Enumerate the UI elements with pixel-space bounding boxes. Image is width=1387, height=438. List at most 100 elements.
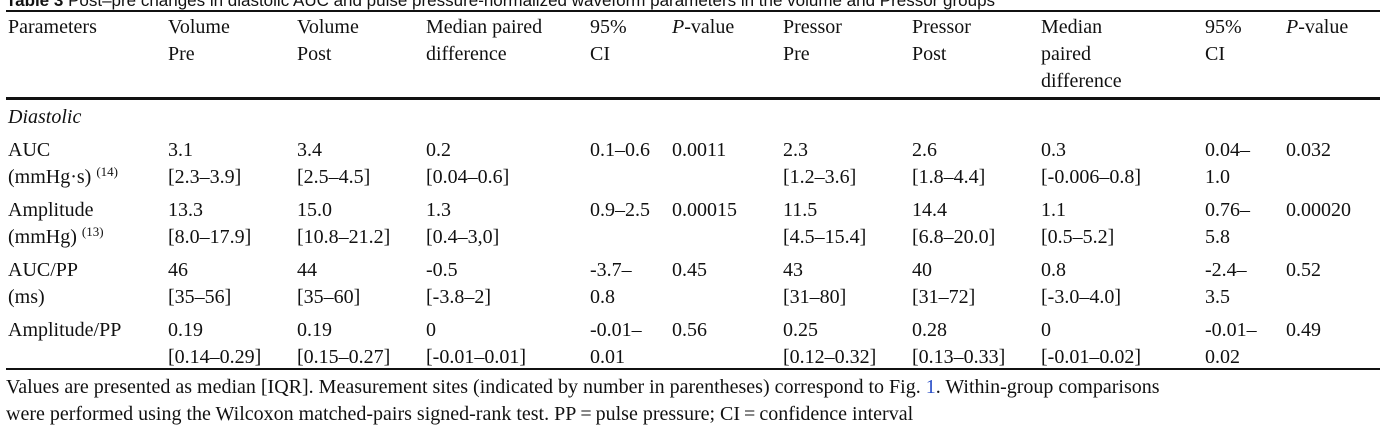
column-header: P-value: [672, 16, 735, 38]
table-cell: 14.4: [912, 199, 947, 221]
table-cell: 2.6: [912, 139, 937, 161]
column-header: paired: [1041, 43, 1091, 65]
footnote-text-end: . Within-group comparisons: [935, 376, 1160, 398]
column-header: 95%: [590, 16, 627, 38]
table-cell: 0.2: [426, 139, 451, 161]
table-cell: 0.8: [590, 286, 615, 308]
top-rule: [6, 10, 1380, 12]
table-cell: 0.52: [1286, 259, 1321, 281]
table-cell: [0.13–0.33]: [912, 346, 1006, 368]
column-header: Median: [1041, 16, 1103, 38]
column-header: difference: [426, 43, 507, 65]
table-cell: 0.49: [1286, 319, 1321, 341]
table-cell: [-3.0–4.0]: [1041, 286, 1121, 308]
table-cell: [-0.01–0.02]: [1041, 346, 1141, 368]
row-parameter: Amplitude/PP: [8, 319, 122, 341]
caption-text: Post–pre changes in diastolic AUC and pu…: [68, 0, 996, 10]
row-parameter: (ms): [8, 286, 45, 308]
table-cell: -3.7–: [590, 259, 632, 281]
column-header: Median paired: [426, 16, 543, 38]
table-cell: 0.04–: [1205, 139, 1250, 161]
table-cell: 0.45: [672, 259, 707, 281]
table-cell: [8.0–17.9]: [168, 226, 252, 248]
row-parameter: (mmHg) (13): [8, 224, 104, 248]
table-cell: [31–80]: [783, 286, 847, 308]
table-cell: [0.5–5.2]: [1041, 226, 1115, 248]
measurement-site-number: (13): [81, 224, 104, 239]
table-cell: 0.032: [1286, 139, 1331, 161]
row-parameter: AUC: [8, 139, 51, 161]
table-cell: 43: [783, 259, 803, 281]
table-cell: 0.19: [297, 319, 332, 341]
table-cell: -0.01–: [590, 319, 642, 341]
table-cell: 0.3: [1041, 139, 1066, 161]
table-cell: 46: [168, 259, 188, 281]
row-parameter: (mmHg·s) (14): [8, 164, 118, 188]
footnote-line-1: Values are presented as median [IQR]. Me…: [6, 374, 1386, 401]
table-cell: [0.04–0.6]: [426, 166, 510, 188]
table-cell: [35–56]: [168, 286, 232, 308]
table-cell: 3.1: [168, 139, 193, 161]
table-cell: 0.56: [672, 319, 707, 341]
column-header: 95%: [1205, 16, 1242, 38]
table-cell: 0.19: [168, 319, 203, 341]
table-cell: 2.3: [783, 139, 808, 161]
table-cell: 0.02: [1205, 346, 1240, 368]
table-cell: 0.8: [1041, 259, 1066, 281]
header-rule: [6, 97, 1380, 100]
table-cell: [-0.01–0.01]: [426, 346, 526, 368]
table-cell: [35–60]: [297, 286, 361, 308]
table-cell: 3.4: [297, 139, 322, 161]
table-cell: 11.5: [783, 199, 818, 221]
table-cell: [1.8–4.4]: [912, 166, 986, 188]
column-header: Pre: [168, 43, 195, 65]
figure-link[interactable]: 1: [925, 376, 936, 398]
row-parameter: Amplitude: [8, 199, 94, 221]
table-cell: 0.00015: [672, 199, 737, 221]
table-cell: [10.8–21.2]: [297, 226, 391, 248]
table-cell: -0.5: [426, 259, 458, 281]
table-cell: 0.9–2.5: [590, 199, 650, 221]
table-cell: [-0.006–0.8]: [1041, 166, 1141, 188]
column-header: CI: [590, 43, 610, 65]
table-cell: 15.0: [297, 199, 332, 221]
table-cell: 0.00020: [1286, 199, 1351, 221]
table-cell: 0: [1041, 319, 1051, 341]
table-cell: 0.28: [912, 319, 947, 341]
row-parameter: AUC/PP: [8, 259, 79, 281]
table-cell: [2.5–4.5]: [297, 166, 371, 188]
table-cell: [2.3–3.9]: [168, 166, 242, 188]
section-label-diastolic: Diastolic: [8, 106, 82, 128]
footnote-line-2: were performed using the Wilcoxon matche…: [6, 403, 914, 425]
table-cell: -2.4–: [1205, 259, 1247, 281]
column-header: CI: [1205, 43, 1225, 65]
table-cell: 44: [297, 259, 317, 281]
table-cell: 13.3: [168, 199, 203, 221]
table-cell: -0.01–: [1205, 319, 1257, 341]
table-cell: [0.4–3,0]: [426, 226, 500, 248]
column-header: Volume: [168, 16, 230, 38]
table-cell: 5.8: [1205, 226, 1230, 248]
table-cell: 3.5: [1205, 286, 1230, 308]
column-header: Volume: [297, 16, 359, 38]
table-cell: [1.2–3.6]: [783, 166, 857, 188]
table-cell: 0.76–: [1205, 199, 1250, 221]
table-cell: [0.14–0.29]: [168, 346, 262, 368]
footnote-text: Values are presented as median [IQR]. Me…: [6, 376, 926, 398]
table-cell: [31–72]: [912, 286, 976, 308]
table-cell: 1.3: [426, 199, 451, 221]
table-cell: 0.1–0.6: [590, 139, 650, 161]
column-header: Pressor: [912, 16, 971, 38]
column-header: Post: [297, 43, 332, 65]
column-header: Pressor: [783, 16, 842, 38]
table-cell: [-3.8–2]: [426, 286, 491, 308]
column-header: difference: [1041, 70, 1122, 92]
column-header: Post: [912, 43, 947, 65]
table-cell: 0.0011: [672, 139, 727, 161]
column-header: Parameters: [8, 16, 97, 38]
table-cell: 40: [912, 259, 932, 281]
table-cell: [0.12–0.32]: [783, 346, 877, 368]
measurement-site-number: (14): [96, 164, 118, 179]
table-cell: 0.01: [590, 346, 625, 368]
bottom-rule: [6, 368, 1380, 370]
